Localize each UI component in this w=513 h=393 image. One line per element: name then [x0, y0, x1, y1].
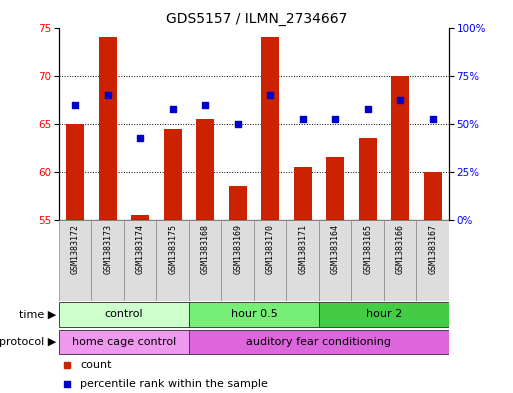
Point: [299, 116, 307, 122]
Bar: [229, 186, 247, 220]
Text: GSM1383170: GSM1383170: [266, 224, 274, 274]
Bar: [261, 37, 279, 220]
Bar: [91, 220, 124, 301]
Bar: [196, 119, 214, 220]
Text: GSM1383173: GSM1383173: [103, 224, 112, 274]
Bar: [66, 124, 84, 220]
Point: [104, 92, 112, 98]
Bar: [189, 302, 319, 327]
Bar: [156, 220, 189, 301]
Point: [364, 106, 372, 112]
Point: [136, 135, 144, 141]
Text: GSM1383165: GSM1383165: [363, 224, 372, 274]
Bar: [124, 220, 156, 301]
Text: auditory fear conditioning: auditory fear conditioning: [246, 337, 391, 347]
Text: protocol ▶: protocol ▶: [0, 337, 56, 347]
Text: GSM1383171: GSM1383171: [298, 224, 307, 274]
Text: control: control: [105, 309, 143, 320]
Bar: [351, 220, 384, 301]
Bar: [59, 220, 91, 301]
Bar: [131, 215, 149, 220]
Bar: [424, 172, 442, 220]
Text: hour 2: hour 2: [366, 309, 402, 320]
Bar: [417, 220, 449, 301]
Text: GDS5157 / ILMN_2734667: GDS5157 / ILMN_2734667: [166, 12, 347, 26]
Bar: [59, 329, 189, 354]
Bar: [99, 37, 116, 220]
Bar: [59, 302, 189, 327]
Point: [266, 92, 274, 98]
Text: percentile rank within the sample: percentile rank within the sample: [81, 379, 268, 389]
Point: [169, 106, 177, 112]
Bar: [189, 220, 222, 301]
Bar: [189, 329, 449, 354]
Text: GSM1383164: GSM1383164: [331, 224, 340, 274]
Text: count: count: [81, 360, 112, 370]
Text: GSM1383166: GSM1383166: [396, 224, 405, 274]
Point: [63, 362, 71, 368]
Text: GSM1383168: GSM1383168: [201, 224, 210, 274]
Text: GSM1383169: GSM1383169: [233, 224, 242, 274]
Bar: [319, 220, 351, 301]
Bar: [391, 75, 409, 220]
Text: GSM1383174: GSM1383174: [136, 224, 145, 274]
Bar: [384, 220, 417, 301]
Bar: [254, 220, 286, 301]
Bar: [359, 138, 377, 220]
Bar: [222, 220, 254, 301]
Text: GSM1383175: GSM1383175: [168, 224, 177, 274]
Bar: [319, 302, 449, 327]
Bar: [164, 129, 182, 220]
Point: [201, 101, 209, 108]
Bar: [294, 167, 311, 220]
Point: [428, 116, 437, 122]
Point: [233, 121, 242, 127]
Text: GSM1383172: GSM1383172: [71, 224, 80, 274]
Point: [63, 380, 71, 387]
Point: [331, 116, 339, 122]
Point: [396, 97, 404, 103]
Bar: [326, 158, 344, 220]
Text: hour 0.5: hour 0.5: [230, 309, 278, 320]
Point: [71, 101, 80, 108]
Bar: [286, 220, 319, 301]
Text: GSM1383167: GSM1383167: [428, 224, 437, 274]
Text: home cage control: home cage control: [72, 337, 176, 347]
Text: time ▶: time ▶: [19, 309, 56, 320]
